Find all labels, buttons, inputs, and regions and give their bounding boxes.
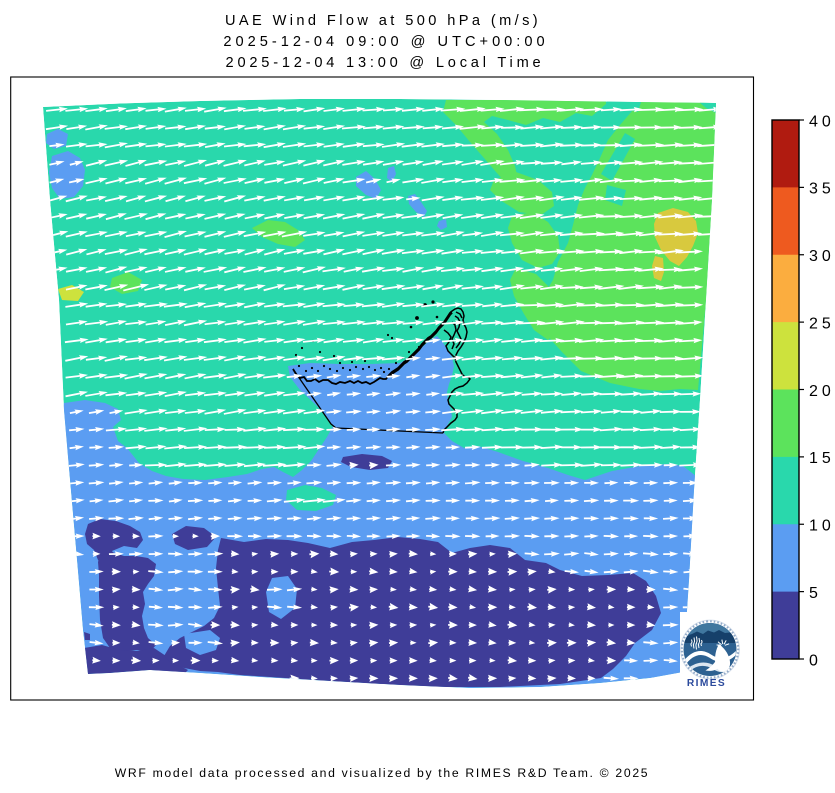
svg-text:35: 35 [809,181,835,198]
svg-text:5: 5 [809,585,822,602]
svg-text:RIMES: RIMES [687,678,726,689]
svg-text:WRF model data processed and v: WRF model data processed and visualized … [115,766,650,780]
svg-text:2025-12-04 13:00 @ Local Time: 2025-12-04 13:00 @ Local Time [226,55,545,71]
svg-text:30: 30 [809,248,835,265]
svg-text:UAE Wind Flow at 500 hPa (m/s): UAE Wind Flow at 500 hPa (m/s) [225,13,541,29]
svg-text:10: 10 [809,518,835,535]
svg-text:2025-12-04 09:00 @ UTC+00:00: 2025-12-04 09:00 @ UTC+00:00 [223,34,548,50]
svg-text:15: 15 [809,450,835,467]
svg-text:20: 20 [809,383,835,400]
svg-text:25: 25 [809,315,835,332]
svg-text:40: 40 [809,113,835,130]
svg-text:0: 0 [809,652,822,669]
